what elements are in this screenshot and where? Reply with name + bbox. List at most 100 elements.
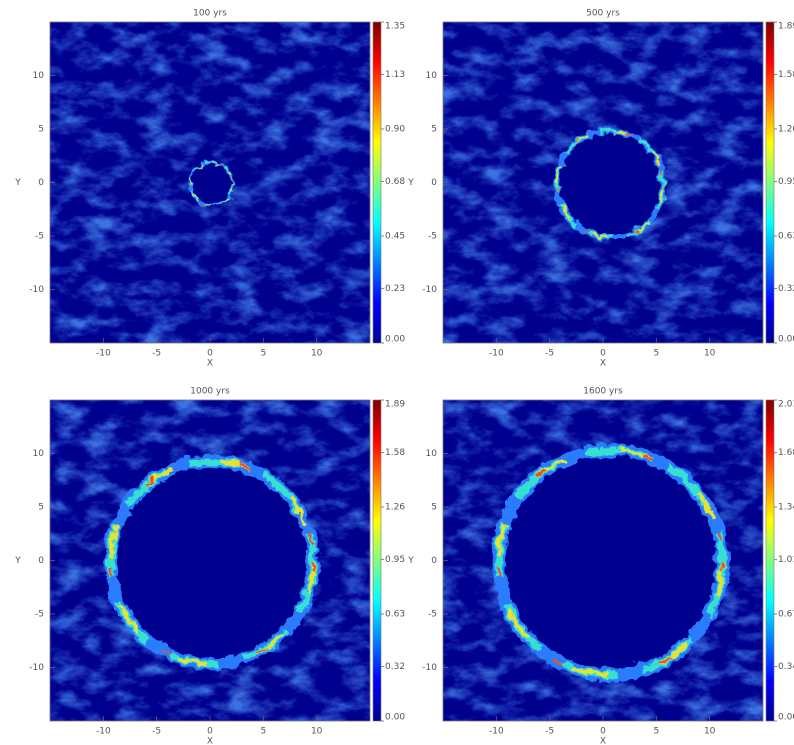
colorbar-tick-label: 0.32 xyxy=(778,284,794,294)
y-tick-label: -10 xyxy=(29,285,44,295)
y-axis-label: Y xyxy=(14,178,21,188)
y-tick-label: 10 xyxy=(426,449,438,459)
y-tick-label: 0 xyxy=(431,556,437,566)
colorbar-tick-label: 1.34 xyxy=(778,503,794,513)
remnant-interior xyxy=(496,448,721,673)
panel-title: 1600 yrs xyxy=(583,387,623,397)
x-axis-label: X xyxy=(600,359,606,369)
y-axis-label: Y xyxy=(407,178,414,188)
colorbar-tick-label: 1.26 xyxy=(778,125,794,135)
x-tick-label: -5 xyxy=(152,727,161,737)
remnant-shell xyxy=(551,125,665,240)
remnant-shell xyxy=(489,441,728,680)
x-axis-label: X xyxy=(600,737,606,745)
colorbar-tick-label: 0.90 xyxy=(385,125,405,135)
x-tick-label: 5 xyxy=(653,349,659,359)
colorbar-tick-label: 0.95 xyxy=(778,177,794,187)
y-tick-label: -10 xyxy=(422,663,437,673)
shell-peak xyxy=(107,457,313,664)
colorbar-tick-label: 0.00 xyxy=(778,335,794,345)
x-axis-label: X xyxy=(207,359,213,369)
colorbar xyxy=(372,21,382,344)
x-axis-label: X xyxy=(207,737,213,745)
y-tick-label: -5 xyxy=(35,610,44,620)
colorbar-tick-label: 0.00 xyxy=(385,713,405,723)
plot-area xyxy=(443,400,763,721)
x-tick-label: 0 xyxy=(207,349,213,359)
x-tick-label: -10 xyxy=(489,727,504,737)
y-tick-label: 0 xyxy=(38,178,44,188)
plot-area xyxy=(50,22,370,343)
y-tick-label: 5 xyxy=(431,125,437,135)
x-tick-label: 5 xyxy=(653,727,659,737)
colorbar-tick-label: 1.89 xyxy=(385,400,405,410)
colorbar-tick-label: 0.95 xyxy=(385,555,405,565)
y-tick-label: 10 xyxy=(426,71,438,81)
shell-peak xyxy=(188,160,232,205)
panel-title: 1000 yrs xyxy=(190,387,230,397)
x-tick-label: 10 xyxy=(311,727,323,737)
x-tick-label: -10 xyxy=(489,349,504,359)
y-tick-label: 5 xyxy=(38,125,44,135)
x-tick-label: 0 xyxy=(600,349,606,359)
panel-title: 500 yrs xyxy=(586,9,620,19)
colorbar xyxy=(372,399,382,722)
remnant-shell xyxy=(102,453,318,668)
x-tick-label: 10 xyxy=(704,349,716,359)
x-tick-label: -5 xyxy=(545,349,554,359)
remnant-interior xyxy=(188,161,232,204)
y-tick-label: -5 xyxy=(428,610,437,620)
y-tick-label: 10 xyxy=(33,71,45,81)
y-tick-label: 5 xyxy=(431,503,437,513)
remnant-interior xyxy=(555,129,662,236)
colorbar-tick-label: 1.58 xyxy=(778,70,794,80)
colorbar xyxy=(765,399,775,722)
y-tick-label: 10 xyxy=(33,449,45,459)
colorbar-tick-label: 0.67 xyxy=(778,610,794,620)
y-axis-label: Y xyxy=(14,556,21,566)
x-tick-label: -10 xyxy=(96,727,111,737)
y-tick-label: -10 xyxy=(29,663,44,673)
y-tick-label: -5 xyxy=(428,232,437,242)
y-tick-label: -10 xyxy=(422,285,437,295)
shell-peak xyxy=(554,128,663,237)
colorbar-tick-label: 0.45 xyxy=(385,232,405,242)
x-tick-label: 0 xyxy=(600,727,606,737)
remnant-shell xyxy=(187,159,233,206)
colorbar-tick-label: 0.32 xyxy=(385,662,405,672)
x-tick-label: -10 xyxy=(96,349,111,359)
x-tick-label: 5 xyxy=(260,727,266,737)
colorbar-tick-label: 2.01 xyxy=(778,400,794,410)
colorbar-tick-label: 1.58 xyxy=(385,448,405,458)
x-tick-label: -5 xyxy=(545,727,554,737)
colorbar-tick-label: 0.34 xyxy=(778,662,794,672)
panel-title: 100 yrs xyxy=(193,9,227,19)
x-tick-label: 5 xyxy=(260,349,266,359)
shell-peak xyxy=(494,447,722,674)
y-axis-label: Y xyxy=(407,556,414,566)
colorbar-tick-label: 0.63 xyxy=(778,232,794,242)
x-tick-label: 10 xyxy=(704,727,716,737)
colorbar-tick-label: 0.68 xyxy=(385,177,405,187)
x-tick-label: 10 xyxy=(311,349,323,359)
colorbar xyxy=(765,21,775,344)
x-tick-label: -5 xyxy=(152,349,161,359)
colorbar-tick-label: 0.23 xyxy=(385,284,405,294)
plot-area xyxy=(443,22,763,343)
plot-area xyxy=(50,400,370,721)
remnant-interior xyxy=(108,459,312,662)
x-tick-label: 0 xyxy=(207,727,213,737)
colorbar-tick-label: 1.26 xyxy=(385,503,405,513)
colorbar-tick-label: 0.00 xyxy=(778,713,794,723)
colorbar-tick-label: 1.68 xyxy=(778,448,794,458)
colorbar-tick-label: 1.35 xyxy=(385,22,405,32)
y-tick-label: -5 xyxy=(35,232,44,242)
y-tick-label: 5 xyxy=(38,503,44,513)
colorbar-tick-label: 1.01 xyxy=(778,555,794,565)
colorbar-tick-label: 1.13 xyxy=(385,70,405,80)
y-tick-label: 0 xyxy=(431,178,437,188)
colorbar-tick-label: 1.89 xyxy=(778,22,794,32)
y-tick-label: 0 xyxy=(38,556,44,566)
colorbar-tick-label: 0.00 xyxy=(385,335,405,345)
